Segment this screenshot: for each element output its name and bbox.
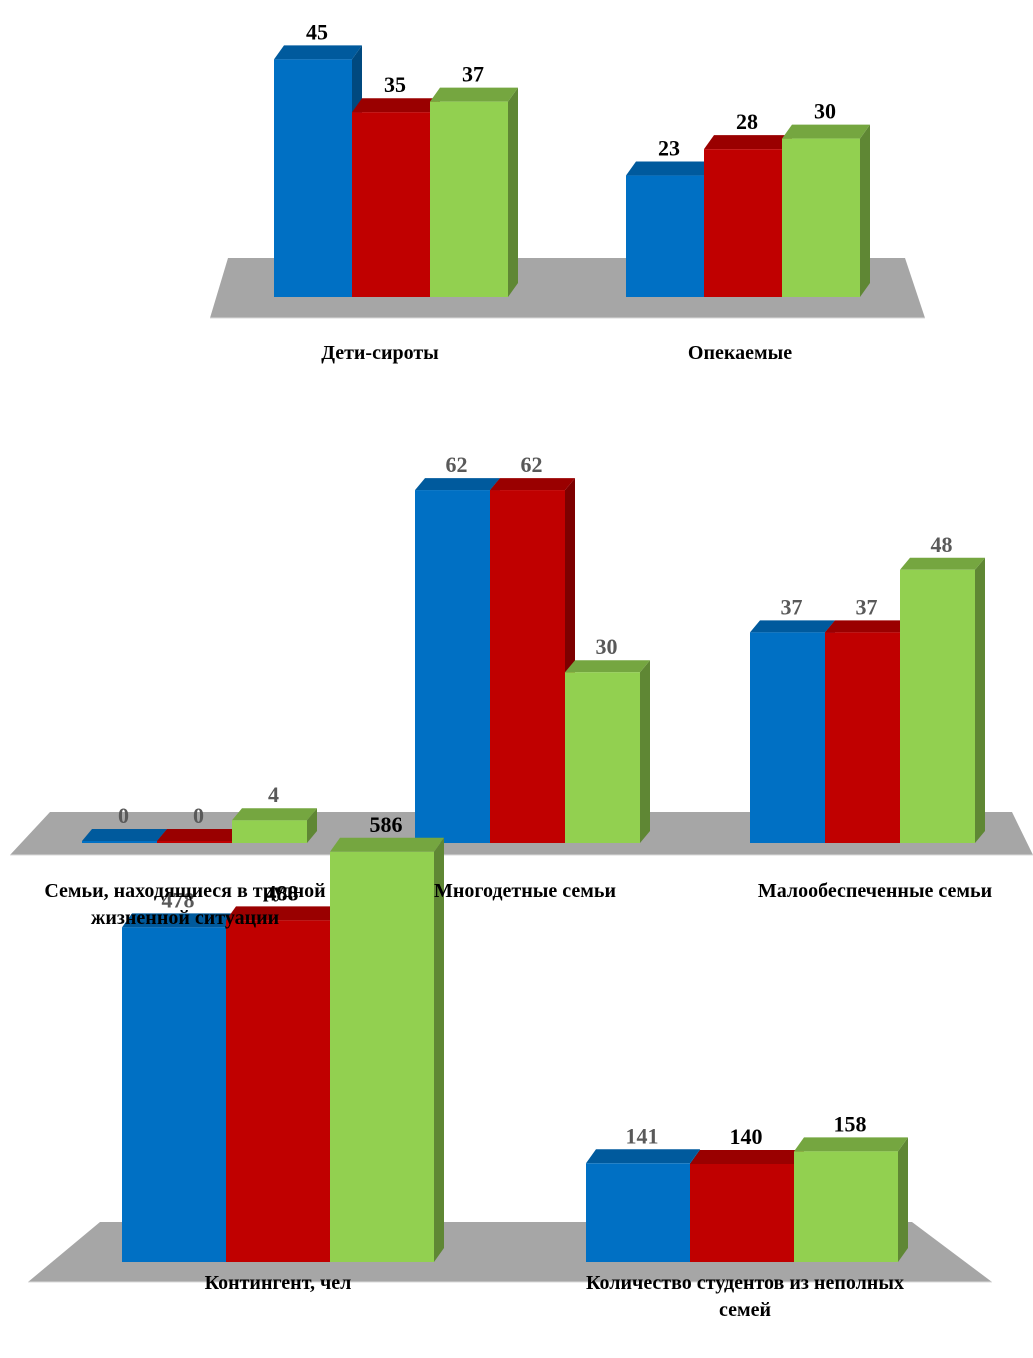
chart3-bar-c1-s2: [226, 920, 330, 1262]
chart3-value-label-c2-s3: 158: [834, 1111, 867, 1136]
chart2-category-label-1: Семьи, находящиеся в трудной жизненной с…: [44, 880, 326, 929]
chart2-bar-c1-s3-top: [232, 808, 317, 821]
chart2-bar-c3-s2: [825, 632, 900, 843]
chart1-bar-c1-s1: [274, 59, 352, 298]
chart2-bar-c2-s1: [415, 490, 490, 843]
chart3-bar-c1-s3: [330, 851, 434, 1262]
chart3-bar-c1-s3-side: [434, 837, 444, 1262]
chart3-bar-c2-s2-top: [690, 1150, 804, 1164]
chart3-bar-c2-s3: [794, 1151, 898, 1262]
chart2-value-label-c3-s3: 48: [931, 532, 953, 557]
chart2-bar-c3-s2-top: [825, 620, 910, 633]
chart3-bar-c2-s1-top: [586, 1149, 700, 1164]
chart1-bar-c2-s3-top: [782, 124, 870, 139]
chart1-bar-c1-s1-top: [274, 45, 362, 60]
chart1-bar-c1-s2: [352, 112, 430, 297]
chart2-bar-c1-s1-top: [82, 829, 167, 841]
chart2-bar-c3-s3: [900, 569, 975, 843]
chart2-bar-c1-s1: [82, 841, 157, 843]
chart1-bar-c1-s2-top: [352, 98, 440, 113]
chart1-bar-c2-s1: [626, 175, 704, 297]
chart3-value-label-c2-s1: 141: [626, 1123, 659, 1148]
chart2-bar-c2-s3-top: [565, 660, 650, 673]
chart2-bar-c1-s3: [232, 820, 307, 843]
chart3-category-label-1: Контингент, чел: [204, 1272, 352, 1294]
chart3-bar-c2-s3-side: [898, 1137, 908, 1262]
chart1-bar-c1-s3-top: [430, 87, 518, 102]
chart2-bar-c2-s2: [490, 490, 565, 843]
chart1-value-label-c2-s3: 30: [814, 99, 836, 124]
chart2-bar-c1-s2: [157, 841, 232, 843]
chart3-bar-c2-s3-top: [794, 1137, 908, 1152]
chart2-bar-c2-s3: [565, 672, 640, 843]
chart3-value-label-c1-s3: 586: [370, 812, 403, 837]
chart2-bar-c2-s2-top: [490, 478, 575, 491]
chart3-bar-c1-s3-top: [330, 837, 444, 852]
chart3-value-label-c1-s1: 478: [162, 887, 195, 912]
chart1-bar-c1-s3: [430, 101, 508, 297]
chart2-value-label-c1-s3: 4: [268, 782, 279, 807]
chart1-value-label-c2-s1: 23: [658, 136, 680, 161]
chart2-bar-c2-s3-side: [640, 660, 650, 843]
chart2-value-label-c3-s1: 37: [781, 594, 803, 619]
chart2-bar-c3-s1-top: [750, 620, 835, 633]
chart2-bar-c2-s1-top: [415, 478, 500, 491]
chart2-bar-c1-s2-top: [157, 829, 242, 841]
chart1-bar-c2-s1-top: [626, 161, 714, 176]
chart3-category-label-2: Количество студентов из неполных семей: [586, 1272, 904, 1321]
chart2-category-label-3: Малообеспеченные семьи: [757, 880, 993, 902]
chart3-value-label-c2-s2: 140: [730, 1124, 763, 1149]
chart1-bar-c2-s3-side: [860, 124, 870, 297]
chart2-category-label-2: Многодетные семьи: [434, 880, 616, 902]
chart2-bar-c3-s3-top: [900, 557, 985, 570]
chart1-bar-c2-s2: [704, 149, 782, 297]
chart2-bar-c3-s1: [750, 632, 825, 843]
chart2-value-label-c1-s2: 0: [193, 803, 204, 828]
chart3-bar-c2-s1: [586, 1163, 690, 1262]
chart2-bar-c3-s3-side: [975, 557, 985, 843]
chart1-category-label-1: Дети-сироты: [321, 342, 439, 364]
chart2-bar-c1-s3-side: [307, 808, 317, 843]
chart1-value-label-c2-s2: 28: [736, 109, 758, 134]
chart1-value-label-c1-s1: 45: [306, 19, 328, 44]
chart1-bar-c1-s3-side: [508, 87, 518, 297]
chart1-bar-c2-s2-top: [704, 135, 792, 150]
chart2-value-label-c2-s1: 62: [446, 452, 468, 477]
chart1-bar-c2-s3: [782, 138, 860, 297]
chart2-value-label-c3-s2: 37: [856, 594, 878, 619]
chart2-value-label-c1-s1: 0: [118, 803, 129, 828]
chart3-value-label-c1-s2: 488: [266, 880, 299, 905]
chart3-bar-c1-s2-top: [226, 906, 340, 921]
chart3-bar-c1-s1-top: [122, 913, 236, 928]
chart1-value-label-c1-s3: 37: [462, 62, 484, 87]
chart2-value-label-c2-s3: 30: [596, 634, 618, 659]
chart3-bar-c1-s1: [122, 927, 226, 1262]
chart3-bar-c2-s2: [690, 1164, 794, 1262]
chart1-category-label-2: Опекаемые: [687, 342, 793, 364]
chart1-value-label-c1-s2: 35: [384, 72, 406, 97]
chart2-value-label-c2-s2: 62: [521, 452, 543, 477]
